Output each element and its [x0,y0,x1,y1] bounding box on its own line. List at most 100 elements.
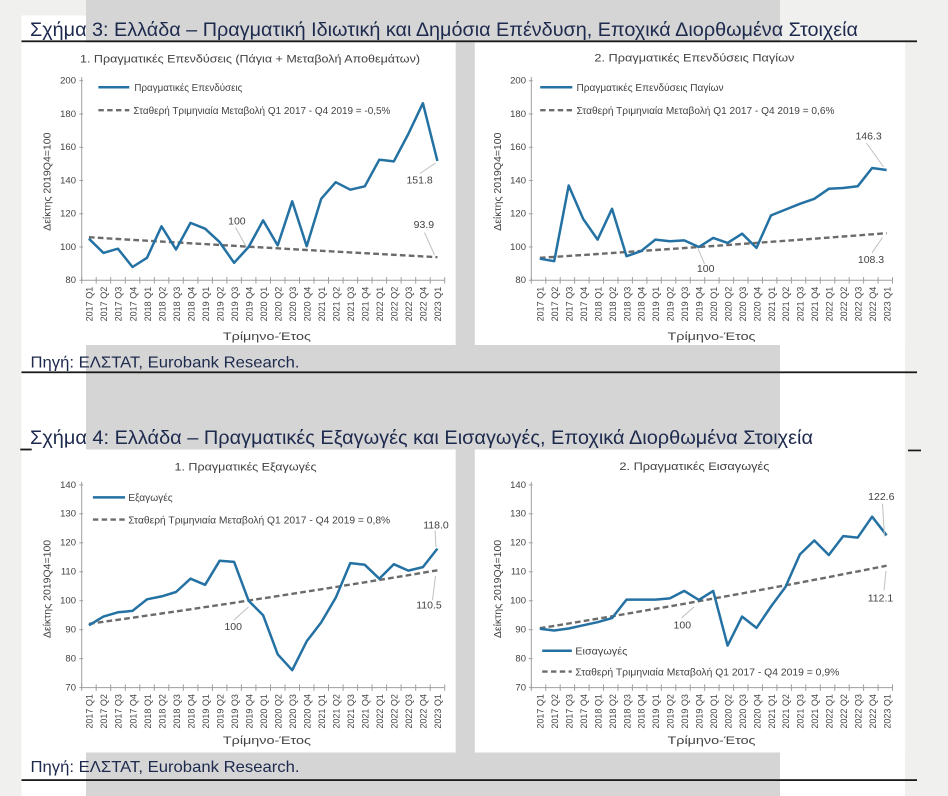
svg-text:Τρίμηνο-Έτος: Τρίμηνο-Έτος [668,735,756,747]
svg-text:140: 140 [60,175,76,186]
svg-text:Πραγματικές Επενδύσεις Παγίων: Πραγματικές Επενδύσεις Παγίων [577,82,724,94]
svg-text:130: 130 [510,509,526,520]
svg-text:2022 Q1: 2022 Q1 [375,694,385,729]
svg-text:2022 Q1: 2022 Q1 [825,287,835,322]
svg-text:2018 Q3: 2018 Q3 [172,694,182,729]
svg-text:2017 Q4: 2017 Q4 [579,694,589,729]
svg-text:2020 Q1: 2020 Q1 [709,287,719,322]
svg-text:2020 Q2: 2020 Q2 [723,287,733,322]
svg-text:110.5: 110.5 [416,600,442,612]
svg-text:2017 Q2: 2017 Q2 [99,694,109,729]
svg-text:2022 Q3: 2022 Q3 [404,287,414,322]
svg-text:2018 Q4: 2018 Q4 [186,694,196,729]
svg-text:2017 Q3: 2017 Q3 [114,287,124,322]
svg-text:2022 Q4: 2022 Q4 [868,694,878,729]
svg-text:2021 Q2: 2021 Q2 [332,287,342,322]
svg-text:2017 Q2: 2017 Q2 [99,287,109,322]
svg-text:2022 Q1: 2022 Q1 [375,287,385,322]
svg-text:2019 Q2: 2019 Q2 [215,694,225,729]
svg-text:100: 100 [510,242,526,253]
svg-text:Πραγματικές Επενδύσεις: Πραγματικές Επενδύσεις [134,82,242,94]
svg-text:2. Πραγματικές Επενδύσεις Παγί: 2. Πραγματικές Επενδύσεις Παγίων [594,53,795,65]
svg-text:180: 180 [60,109,76,120]
svg-text:100: 100 [60,242,76,253]
svg-text:Τρίμηνο-Έτος: Τρίμηνο-Έτος [223,735,311,747]
svg-text:1. Πραγματικές Εξαγωγές: 1. Πραγματικές Εξαγωγές [175,461,317,473]
svg-text:2019 Q1: 2019 Q1 [651,287,661,322]
svg-text:100: 100 [60,596,76,607]
svg-text:Τρίμηνο-Έτος: Τρίμηνο-Έτος [223,331,311,343]
svg-text:Τρίμηνο-Έτος: Τρίμηνο-Έτος [668,331,756,343]
svg-text:2020 Q4: 2020 Q4 [752,287,762,322]
svg-text:90: 90 [515,625,526,636]
svg-text:2021 Q4: 2021 Q4 [810,287,820,322]
svg-text:2017 Q1: 2017 Q1 [536,694,546,729]
svg-text:2017 Q1: 2017 Q1 [536,287,546,322]
svg-text:80: 80 [65,275,76,286]
svg-text:2020 Q1: 2020 Q1 [259,694,269,729]
svg-text:2019 Q1: 2019 Q1 [201,694,211,729]
svg-text:70: 70 [515,683,526,694]
svg-text:112.1: 112.1 [868,592,894,604]
svg-text:2023 Q1: 2023 Q1 [882,287,892,322]
svg-text:140: 140 [510,175,526,186]
svg-text:120: 120 [60,538,76,549]
svg-text:140: 140 [60,480,76,491]
svg-text:2018 Q1: 2018 Q1 [593,287,603,322]
svg-text:2020 Q3: 2020 Q3 [288,287,298,322]
svg-text:2017 Q4: 2017 Q4 [579,287,589,322]
svg-text:2018 Q2: 2018 Q2 [157,287,167,322]
svg-text:Δείκτης 2019Q4=100: Δείκτης 2019Q4=100 [492,132,504,230]
svg-text:140: 140 [510,480,526,491]
svg-text:2021 Q3: 2021 Q3 [346,287,356,322]
svg-text:2020 Q1: 2020 Q1 [259,287,269,322]
svg-text:2018 Q2: 2018 Q2 [157,694,167,729]
svg-text:100: 100 [228,216,246,228]
svg-text:2023 Q1: 2023 Q1 [882,694,892,729]
svg-text:2018 Q1: 2018 Q1 [143,287,153,322]
svg-text:2019 Q4: 2019 Q4 [695,287,705,322]
svg-text:2018 Q3: 2018 Q3 [172,287,182,322]
svg-text:2018 Q4: 2018 Q4 [637,694,647,729]
svg-text:2020 Q1: 2020 Q1 [709,694,719,729]
svg-text:100: 100 [674,619,692,631]
svg-text:2021 Q1: 2021 Q1 [767,694,777,729]
svg-text:2021 Q2: 2021 Q2 [781,287,791,322]
svg-text:2017 Q2: 2017 Q2 [550,287,560,322]
svg-text:100: 100 [510,596,526,607]
svg-text:80: 80 [515,654,526,665]
svg-text:Δείκτης 2019Q4=100: Δείκτης 2019Q4=100 [42,132,54,230]
svg-text:2019 Q3: 2019 Q3 [680,694,690,729]
svg-text:2018 Q1: 2018 Q1 [143,694,153,729]
svg-text:2021 Q1: 2021 Q1 [317,287,327,322]
svg-text:2021 Q4: 2021 Q4 [361,694,371,729]
svg-text:100: 100 [224,621,242,633]
svg-text:130: 130 [60,509,76,520]
svg-text:2021 Q2: 2021 Q2 [781,694,791,729]
svg-text:Σταθερή Τριμηνιαία Μεταβολή Q1: Σταθερή Τριμηνιαία Μεταβολή Q1 2017 - Q4… [577,105,835,117]
svg-text:2020 Q4: 2020 Q4 [752,694,762,729]
svg-text:80: 80 [65,654,76,665]
svg-text:2017 Q2: 2017 Q2 [550,694,560,729]
svg-text:Εξαγωγές: Εξαγωγές [128,492,173,504]
svg-text:151.8: 151.8 [406,174,432,186]
svg-text:2022 Q4: 2022 Q4 [419,287,429,322]
svg-text:2019 Q2: 2019 Q2 [666,287,676,322]
svg-text:2017 Q4: 2017 Q4 [128,694,138,729]
svg-text:2022 Q4: 2022 Q4 [419,694,429,729]
svg-text:2017 Q3: 2017 Q3 [565,287,575,322]
svg-text:146.3: 146.3 [855,131,881,143]
svg-text:2019 Q1: 2019 Q1 [651,694,661,729]
svg-text:80: 80 [515,275,526,286]
svg-text:2022 Q2: 2022 Q2 [839,287,849,322]
svg-text:2020 Q4: 2020 Q4 [303,287,313,322]
svg-text:2022 Q2: 2022 Q2 [839,694,849,729]
svg-text:93.9: 93.9 [414,219,435,231]
svg-text:2018 Q2: 2018 Q2 [608,287,618,322]
svg-text:2022 Q3: 2022 Q3 [854,694,864,729]
svg-text:2022 Q3: 2022 Q3 [854,287,864,322]
svg-text:2019 Q4: 2019 Q4 [244,287,254,322]
svg-text:1. Πραγματικές Επενδύσεις (Πάγ: 1. Πραγματικές Επενδύσεις (Πάγια + Μεταβ… [80,54,420,66]
svg-text:Σταθερή Τριμηνιαία Μεταβολή Q1: Σταθερή Τριμηνιαία Μεταβολή Q1 2017 - Q4… [133,105,390,117]
svg-text:2021 Q1: 2021 Q1 [767,287,777,322]
